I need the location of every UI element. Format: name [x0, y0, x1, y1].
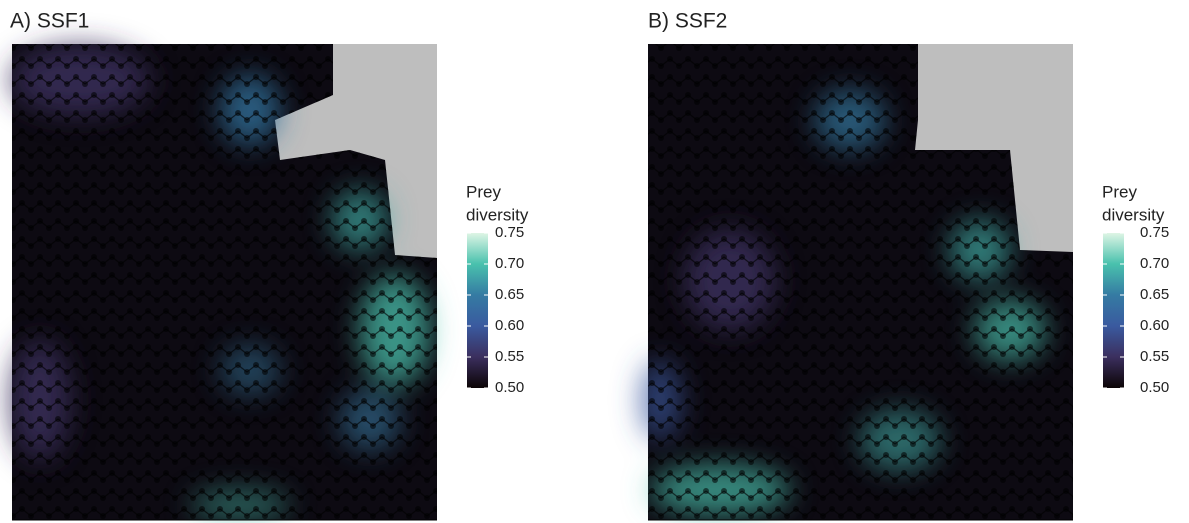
legend-title: diversity	[466, 205, 529, 224]
colorbar-tick-label: 0.75	[495, 224, 524, 241]
colorbar-tick-label: 0.70	[495, 255, 524, 272]
colorbar-tick-label: 0.60	[1140, 317, 1169, 334]
colorbar-tick-label: 0.55	[1140, 348, 1169, 365]
colorbar-tick-label: 0.60	[495, 317, 524, 334]
legend-title: Prey	[466, 182, 501, 201]
map-a	[10, 44, 437, 521]
colorbar-tick-label: 0.55	[495, 348, 524, 365]
colorbar-tick-label: 0.50	[1140, 379, 1169, 396]
legend-title: diversity	[1102, 205, 1165, 224]
map-b	[640, 44, 1073, 521]
colorbar	[1103, 233, 1124, 388]
colorbar-tick-label: 0.65	[1140, 286, 1169, 303]
panel-title: A) SSF1	[10, 10, 89, 33]
legends: A) SSF1 Prey diversity 0.50 0.55 0.60 0.65 0.70…	[10, 10, 1169, 396]
panel-title: B) SSF2	[648, 10, 727, 33]
colorbar-tick-label: 0.70	[1140, 255, 1169, 272]
colorbar	[467, 233, 488, 388]
colorbar-tick-label: 0.65	[495, 286, 524, 303]
colorbar-tick-label: 0.50	[495, 379, 524, 396]
colorbar-tick-label: 0.75	[1140, 224, 1169, 241]
legend-title: Prey	[1102, 182, 1137, 201]
